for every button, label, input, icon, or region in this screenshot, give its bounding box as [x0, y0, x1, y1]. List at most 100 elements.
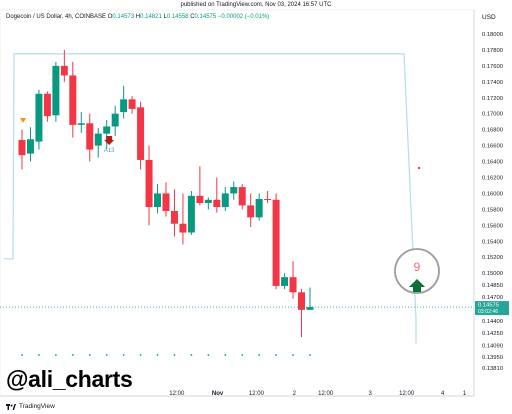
y-tick-label: 0.17800	[482, 48, 503, 54]
y-tick-label: 0.14250	[482, 331, 503, 337]
currency-label: USD	[482, 14, 496, 21]
buy-arrow-icon	[409, 279, 425, 292]
author-watermark: @ali_charts	[6, 366, 133, 392]
close-label: C	[190, 14, 195, 20]
low-value: 0.14558	[166, 14, 189, 20]
sell-setup-label: A13	[104, 148, 115, 154]
open-value: 0.14573	[112, 14, 135, 20]
setup-dot	[54, 354, 57, 356]
open-label: O	[107, 14, 113, 20]
candle-body	[120, 99, 128, 113]
y-tick-label: 0.16200	[482, 175, 503, 181]
y-tick-label: 0.18000	[482, 32, 503, 38]
candle-body	[238, 187, 246, 206]
current-price-text: 0.14575	[478, 303, 499, 309]
orange-down-arrow-icon	[20, 118, 26, 123]
candle-body	[306, 307, 314, 310]
setup-dot	[173, 354, 176, 356]
trailing-stop-line	[4, 53, 417, 344]
y-tick-label: 0.14090	[482, 344, 503, 350]
red-signal-dot	[417, 166, 421, 170]
candle-body	[128, 99, 136, 109]
x-tick-label: Nov	[212, 391, 224, 397]
candle-body	[137, 107, 145, 160]
close-value: 0.14575	[194, 14, 217, 20]
y-tick-label: 0.14700	[482, 295, 503, 301]
candle-body	[111, 113, 119, 127]
y-tick-label: 0.15800	[482, 207, 503, 213]
setup-dot	[309, 354, 311, 356]
setup-dot	[21, 354, 23, 356]
y-tick-label: 0.16400	[482, 160, 503, 166]
candle-body	[230, 187, 238, 194]
setup-dot	[156, 354, 159, 356]
candle-body	[221, 193, 229, 207]
y-tick-label: 0.16000	[482, 191, 503, 197]
high-label: H	[135, 14, 141, 20]
candle-body	[77, 123, 85, 125]
symbol-legend: Dogecoin / US Dollar, 4h, COINBASE O0.14…	[6, 14, 269, 20]
high-value: 0.14821	[140, 14, 162, 20]
tradingview-logo-icon	[6, 403, 16, 410]
candle-body	[179, 223, 187, 233]
candle-body	[60, 65, 68, 76]
candle-body	[145, 159, 153, 207]
candle-body	[162, 193, 170, 211]
tradingview-brand: TradingView	[19, 403, 55, 410]
setup-dot	[275, 354, 277, 356]
y-tick-label: 0.17000	[482, 112, 503, 118]
candle-body	[196, 195, 204, 204]
y-tick-label: 0.14850	[482, 283, 503, 289]
y-tick-label: 0.13810	[482, 366, 503, 372]
td-count-nine: 9	[414, 260, 421, 274]
y-tick-label: 0.15200	[482, 255, 503, 261]
setup-dot	[241, 354, 244, 356]
candle-body	[264, 199, 272, 201]
candle-body	[255, 199, 263, 218]
x-tick-label: 2	[293, 391, 297, 397]
setup-dot	[190, 354, 193, 356]
candle-body	[281, 277, 289, 286]
setup-dot	[105, 354, 108, 356]
y-tick-label: 0.13950	[482, 355, 503, 361]
sell-arrow-icon	[104, 136, 115, 145]
setup-dot	[71, 354, 74, 356]
current-price-tag	[475, 301, 509, 316]
candle-body	[43, 93, 51, 117]
candle-body	[204, 199, 212, 204]
candle-body	[213, 199, 221, 207]
setup-dot	[122, 354, 125, 356]
y-tick-label: 0.15400	[482, 239, 503, 245]
candle-body	[18, 140, 26, 156]
candle-body	[35, 93, 43, 142]
countdown-text: 03:02:46	[478, 309, 498, 315]
y-tick-label: 0.16600	[482, 144, 503, 150]
setup-dot	[258, 354, 261, 356]
candle-body	[103, 126, 111, 134]
published-caption: published on TradingView.com, Nov 03, 20…	[180, 2, 332, 8]
y-tick-label: 0.17400	[482, 80, 503, 86]
candle-body	[26, 139, 34, 154]
chart-frame	[0, 9, 475, 397]
candle-body	[272, 199, 280, 286]
candle-body	[247, 205, 255, 218]
y-tick-label: 0.15600	[482, 223, 503, 229]
setup-dot	[207, 354, 210, 356]
candle-body	[86, 123, 94, 150]
candle-body	[187, 195, 195, 233]
candle-body	[52, 65, 60, 116]
change-value: −0.00002 (−0.01%)	[217, 14, 270, 20]
y-tick-label: 0.17200	[482, 96, 503, 102]
setup-dot	[224, 354, 227, 356]
candle-body	[170, 210, 178, 224]
x-tick-label: 12:00	[249, 391, 265, 397]
candle-body	[298, 292, 306, 310]
setup-dot	[139, 354, 142, 356]
candle-body	[69, 75, 77, 125]
td-count-circle	[394, 248, 440, 294]
symbol-name: Dogecoin / US Dollar, 4h, COINBASE	[6, 14, 107, 20]
y-tick-label: 0.14400	[482, 319, 503, 325]
x-tick-label: 1	[463, 391, 467, 397]
candle-body	[289, 277, 297, 293]
